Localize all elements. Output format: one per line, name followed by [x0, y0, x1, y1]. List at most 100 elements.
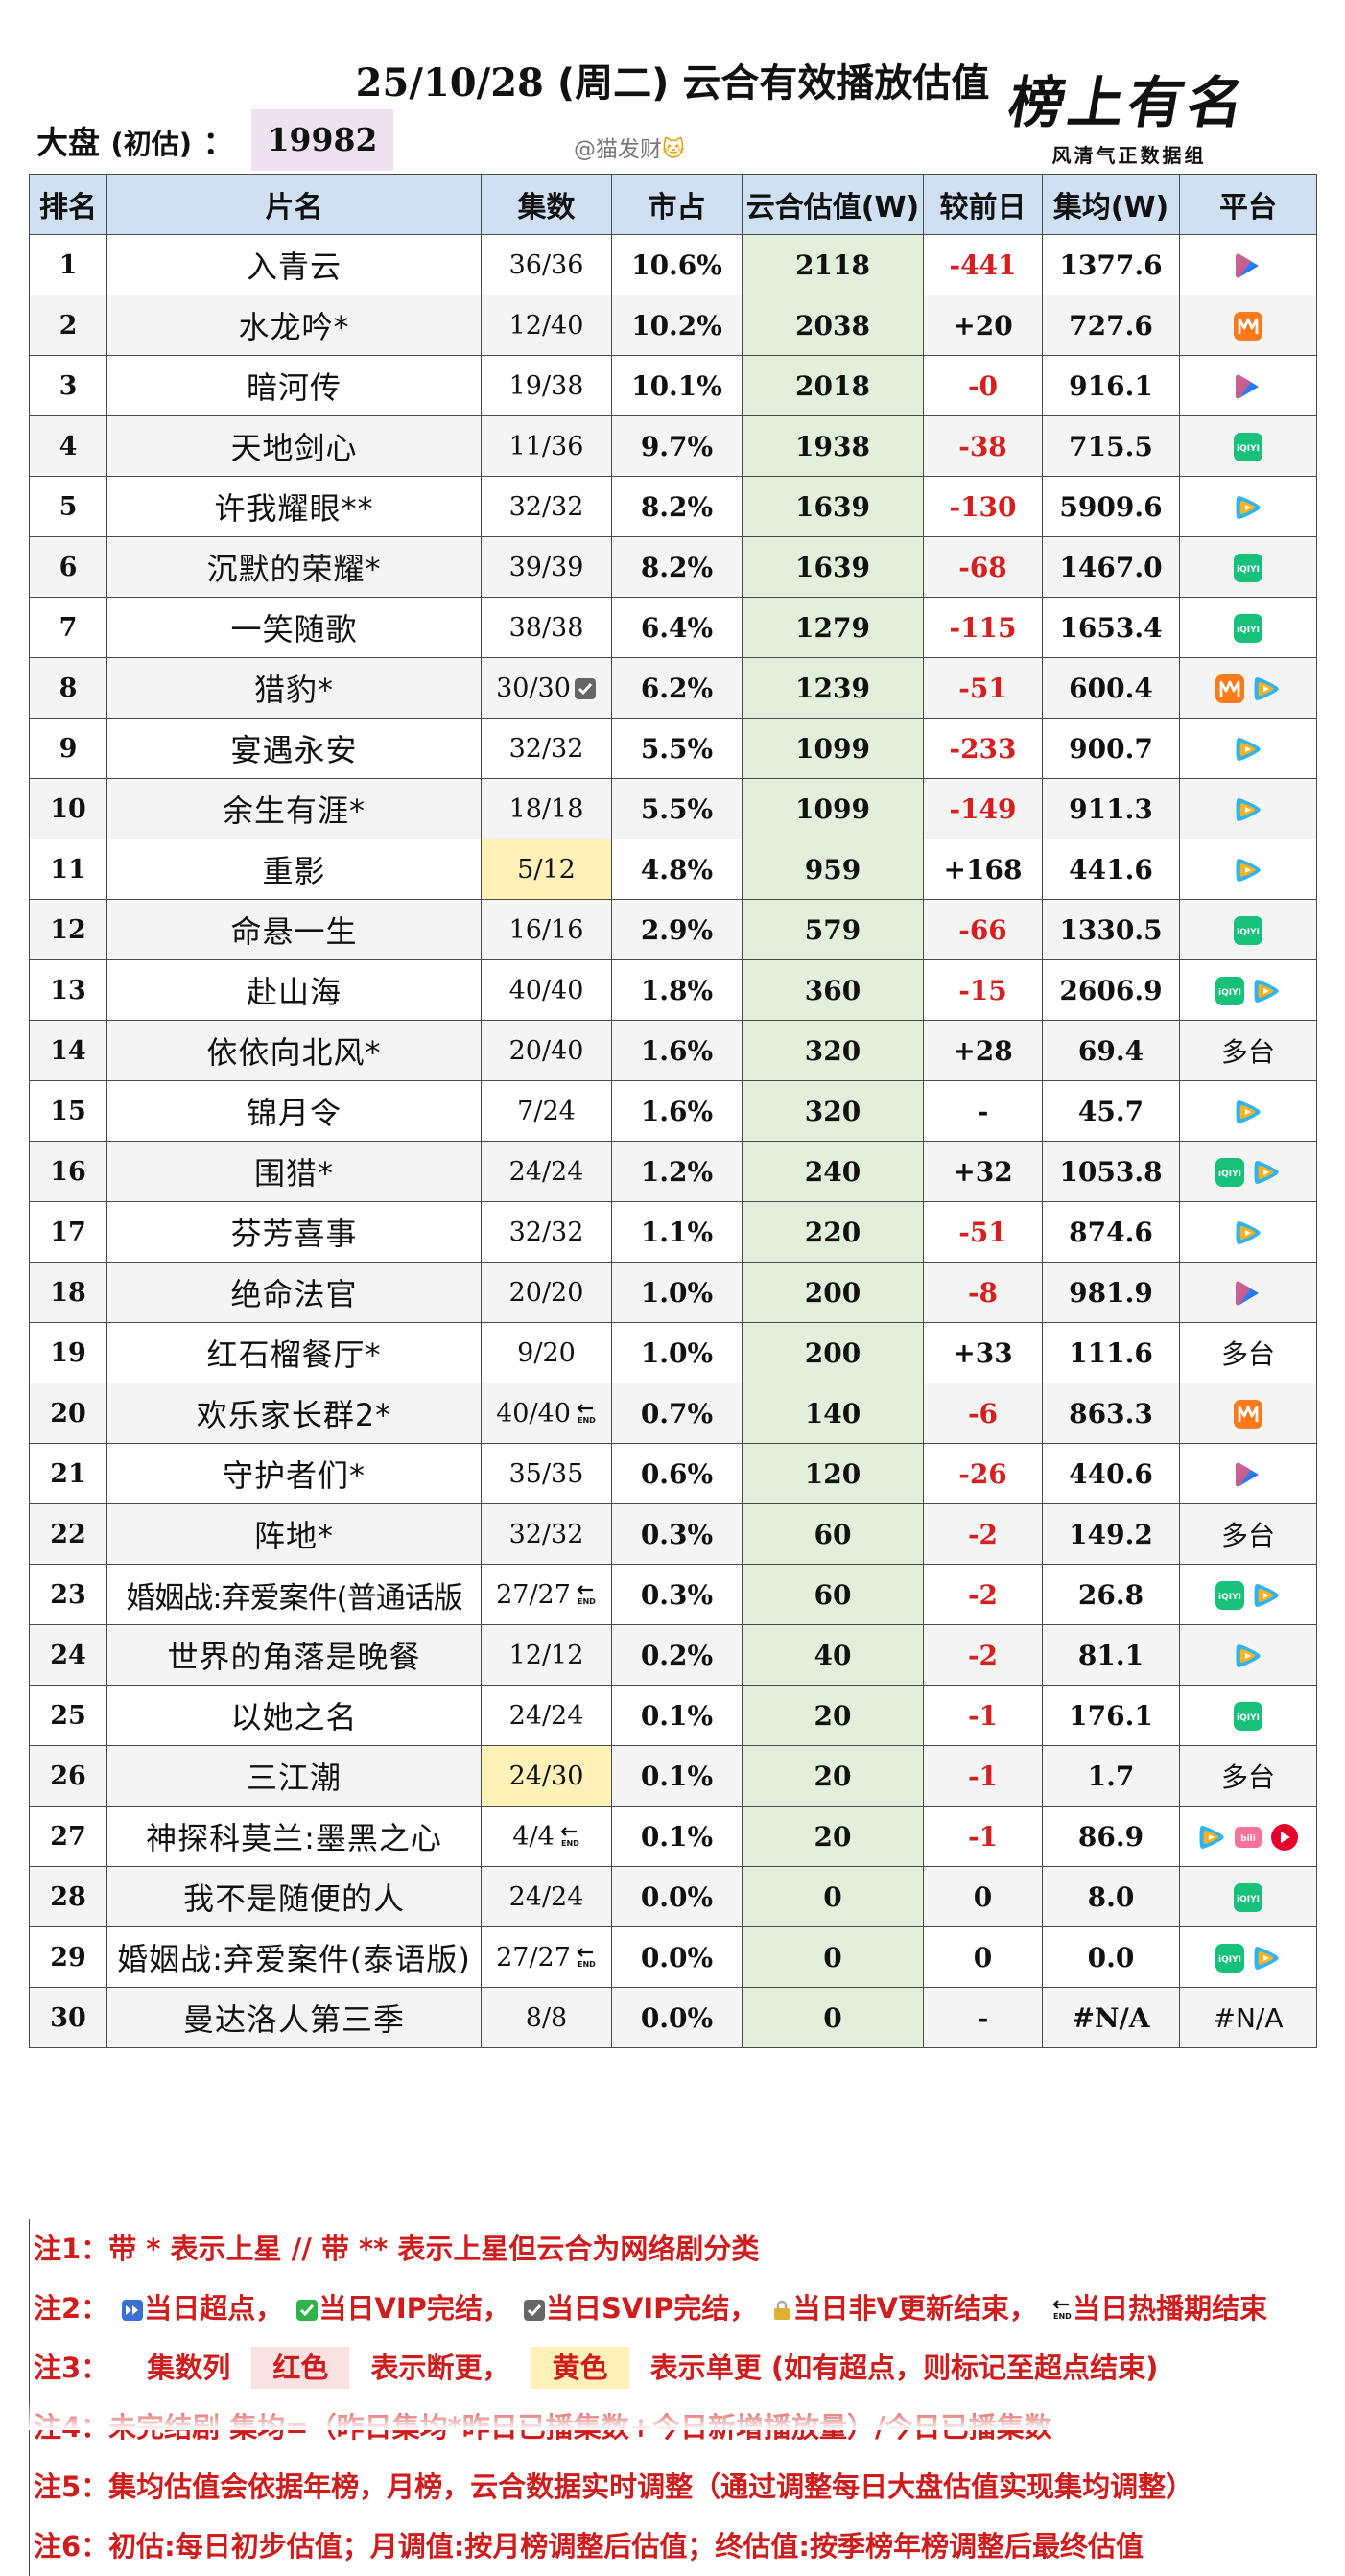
- svg-text:iQIYI: iQIYI: [1218, 1955, 1241, 1965]
- svg-text:iQIYI: iQIYI: [1218, 988, 1241, 998]
- episodes-cell: 20/40: [481, 1020, 612, 1081]
- cat-emoji-icon: 🐱: [662, 137, 685, 162]
- episodes-cell: 24/24: [481, 1685, 612, 1746]
- platform-cell: [1179, 1201, 1317, 1263]
- title-cell: 入青云: [106, 234, 482, 295]
- table-row: 13 赴山海 40/40 1.8% 360 -15 2606.9 iQIYI: [29, 959, 1317, 1021]
- platform-cell: iQIYI: [1179, 1926, 1317, 1988]
- title-cell: 许我耀眼**: [106, 476, 482, 537]
- average-cell: 45.7: [1042, 1080, 1180, 1142]
- episodes-text: 9/20: [517, 1337, 576, 1368]
- rank-cell: 20: [29, 1383, 107, 1444]
- average-cell: 0.0: [1042, 1926, 1180, 1988]
- tencent-video-icon: [1236, 1220, 1261, 1245]
- svg-text:iQIYI: iQIYI: [1237, 1713, 1260, 1723]
- episodes-text: 12/40: [508, 310, 584, 341]
- table-row: 20 欢乐家长群2* 40/40 END 0.7% 140 -6 863.3: [29, 1383, 1317, 1444]
- youku-icon: [1236, 374, 1259, 399]
- table-row: 8 猎豹* 30/30 6.2% 1239 -51 600.4: [29, 657, 1317, 719]
- title-cell: 三江潮: [106, 1745, 482, 1807]
- estimate-cell: 120: [742, 1443, 924, 1504]
- svip-complete-icon: [574, 678, 596, 699]
- platform-cell: [1179, 1443, 1317, 1504]
- title-cell: 围猎*: [106, 1141, 482, 1202]
- table-row: 17 芬芳喜事 32/32 1.1% 220 -51 874.6: [29, 1201, 1317, 1263]
- episodes-text: 8/8: [525, 2002, 568, 2033]
- change-cell: -66: [923, 899, 1043, 960]
- share-cell: 0.3%: [611, 1564, 743, 1625]
- table-row: 4 天地剑心 11/36 9.7% 1938 -38 715.5 iQIYI: [29, 415, 1317, 477]
- title-cell: 天地剑心: [106, 415, 482, 477]
- end-arrow-icon: END: [577, 1585, 596, 1606]
- iqiyi-icon: iQIYI: [1234, 1883, 1262, 1912]
- episodes-text: 24/30: [508, 1761, 584, 1791]
- rank-cell: 13: [29, 959, 107, 1021]
- share-cell: 0.0%: [611, 1926, 743, 1988]
- ranking-sheet: 25/10/28 (周二) 云合有效播放估值 大盘 (初估) ： 19982 @…: [29, 25, 1317, 2576]
- title-cell: 依依向北风*: [106, 1020, 482, 1081]
- change-cell: -15: [923, 959, 1043, 1021]
- rank-cell: 2: [29, 295, 107, 356]
- title-cell: 守护者们*: [106, 1443, 482, 1504]
- estimate-cell: 220: [742, 1201, 924, 1263]
- episodes-text: 36/36: [508, 249, 584, 280]
- share-cell: 1.0%: [611, 1322, 743, 1383]
- episodes-text: 16/16: [508, 914, 584, 945]
- platform-cell: [1179, 718, 1317, 779]
- rank-cell: 21: [29, 1443, 107, 1504]
- red-legend-chip: 红色: [251, 2347, 350, 2389]
- rank-cell: 7: [29, 597, 107, 658]
- rank-cell: 19: [29, 1322, 107, 1383]
- tencent-video-icon: [1236, 797, 1261, 822]
- lock-icon: [773, 2300, 790, 2320]
- platform-cell: iQIYI: [1179, 597, 1317, 658]
- title-cell: 芬芳喜事: [106, 1201, 482, 1263]
- note-3-a: 集数列: [147, 2351, 231, 2384]
- market-sub-label: (初估): [110, 128, 193, 160]
- episodes-text: 4/4: [512, 1821, 555, 1852]
- episodes-cell: 35/35: [481, 1443, 612, 1504]
- iqiyi-icon: iQIYI: [1234, 433, 1262, 461]
- share-cell: 4.8%: [611, 839, 743, 900]
- episodes-text: 19/38: [508, 370, 584, 401]
- estimate-cell: 579: [742, 899, 924, 960]
- episodes-text: 39/39: [508, 552, 584, 582]
- title-weekday: (周二): [556, 61, 670, 106]
- table-row: 12 命悬一生 16/16 2.9% 579 -66 1330.5 iQIYI: [29, 899, 1317, 960]
- estimate-cell: 60: [742, 1564, 924, 1625]
- average-cell: 69.4: [1042, 1020, 1180, 1081]
- mango-tv-icon: [1215, 674, 1244, 703]
- table-row: 15 锦月令 7/24 1.6% 320-45.7: [29, 1080, 1317, 1142]
- platform-cell: [1179, 839, 1317, 900]
- title-cell: 世界的角落是晚餐: [106, 1624, 482, 1686]
- col-rank: 排名: [29, 174, 107, 235]
- platform-text: 多台: [1220, 1520, 1275, 1551]
- average-cell: 874.6: [1042, 1201, 1180, 1263]
- episodes-cell: 12/12: [481, 1624, 612, 1686]
- author-handle: @猫发财🐱: [574, 130, 685, 163]
- rank-cell: 29: [29, 1926, 107, 1988]
- estimate-cell: 0: [742, 1987, 924, 2048]
- svg-text:iQIYI: iQIYI: [1237, 444, 1260, 454]
- platform-cell: [1179, 1624, 1317, 1686]
- table-row: 26 三江潮 24/30 0.1% 20 -1 1.7 多台: [29, 1745, 1317, 1807]
- platform-cell: [1179, 295, 1317, 356]
- note-2-b: 当日VIP完结，: [319, 2292, 510, 2325]
- average-cell: 916.1: [1042, 355, 1180, 416]
- svg-text:END: END: [578, 1416, 596, 1425]
- table-row: 7 一笑随歌 38/38 6.4% 1279 -115 1653.4 iQIYI: [29, 597, 1317, 658]
- end-arrow-icon: END: [577, 1404, 596, 1425]
- episodes-cell: 32/32: [481, 476, 612, 537]
- episodes-cell: 27/27 END: [481, 1926, 612, 1988]
- notes-section: 注1：带 * 表示上星 // 带 ** 表示上星但云合为网络剧分类 注2： 当日…: [29, 2219, 1316, 2576]
- title-text: 云合有效播放估值: [682, 61, 990, 106]
- table-row: 24 世界的角落是晚餐 12/12 0.2% 40 -2 81.1: [29, 1624, 1317, 1686]
- rank-cell: 24: [29, 1624, 107, 1686]
- tencent-video-icon: [1236, 858, 1261, 883]
- average-cell: 727.6: [1042, 295, 1180, 356]
- col-platform: 平台: [1179, 174, 1317, 235]
- episodes-cell: 24/30: [481, 1745, 612, 1807]
- tencent-video-icon: [1236, 1643, 1261, 1668]
- platform-cell: 多台: [1179, 1322, 1317, 1383]
- iqiyi-icon: iQIYI: [1234, 614, 1262, 643]
